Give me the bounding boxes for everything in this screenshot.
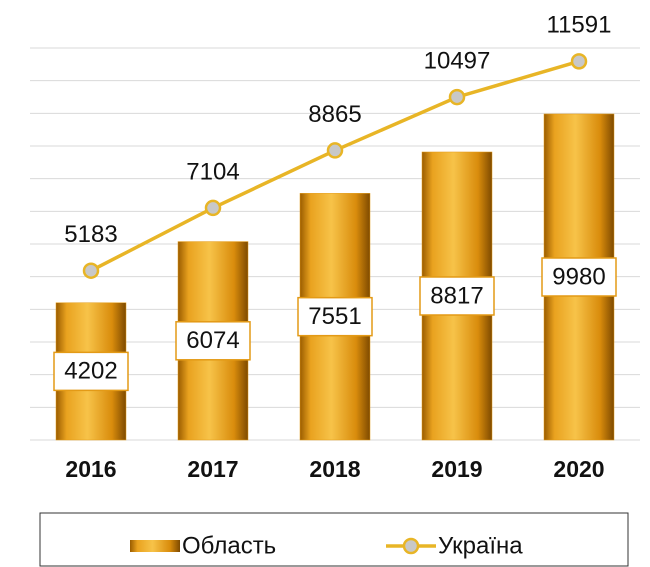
point [448, 88, 466, 106]
legend-box [39, 512, 629, 567]
legend-label: Область [182, 532, 276, 559]
data-label: 9980 [552, 263, 605, 290]
data-label-box [297, 296, 373, 337]
data-label-box [541, 257, 617, 297]
legend-marker [402, 537, 420, 555]
data-label: 11591 [547, 12, 612, 39]
data-label-box [175, 321, 251, 361]
data-label: 4202 [64, 358, 117, 385]
labels: 2016 2017 2018 2019 2020 4202 6074 7551 8817 9980… [53, 12, 617, 482]
x-tick-label: 2017 [187, 456, 238, 482]
data-label-box [419, 276, 495, 316]
data-label: 7551 [308, 303, 361, 330]
data-label: 6074 [186, 327, 239, 354]
data-label: 5183 [64, 221, 117, 248]
x-tick-label: 2020 [553, 456, 604, 482]
data-label-box [53, 351, 129, 392]
data-label: 8817 [430, 282, 483, 309]
point [204, 199, 222, 217]
legend-swatch [130, 540, 180, 552]
data-label: 7104 [186, 158, 239, 185]
point [326, 142, 344, 159]
x-tick-label: 2019 [431, 456, 482, 482]
line-series [82, 53, 588, 279]
point [570, 53, 588, 70]
legend: Область Україна [130, 532, 523, 559]
legend-label: Україна [438, 532, 523, 559]
point [82, 262, 100, 279]
x-tick-label: 2016 [65, 456, 116, 482]
x-tick-label: 2018 [309, 456, 360, 482]
data-label: 10497 [424, 47, 491, 74]
data-label: 8865 [308, 101, 361, 128]
